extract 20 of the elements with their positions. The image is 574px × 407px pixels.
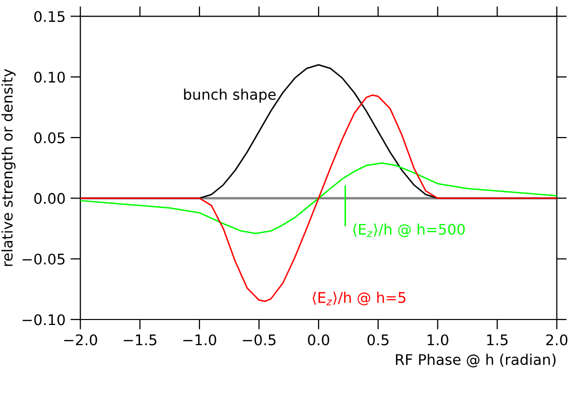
x-tick-label: −0.5 xyxy=(242,334,276,346)
x-tick-label: 1.5 xyxy=(487,334,508,346)
x-axis-title: RF Phase @ h (radian) xyxy=(396,354,556,368)
x-tick-label: 2.0 xyxy=(546,334,568,346)
x-tick-label: 0.5 xyxy=(367,334,388,346)
x-tick-label: −2.0 xyxy=(64,334,98,346)
x-tick-label: 1.0 xyxy=(428,334,448,346)
y-axis-title: relative strength or density xyxy=(1,68,16,266)
y-tick-label: 0.10 xyxy=(34,72,65,83)
text: ⟨E$_{z}$⟩/h @ h=5 xyxy=(312,292,406,306)
y-tick-label: 0.15 xyxy=(34,10,65,22)
x-tick-label: −1.5 xyxy=(124,334,156,346)
y-tick-label: −0.10 xyxy=(22,314,65,326)
series-label: bunch shape xyxy=(184,88,276,103)
y-tick-label: 0.00 xyxy=(34,192,65,204)
text: ⟨E$_{z}$⟩/h @ h=500 xyxy=(353,224,465,238)
y-tick-label: 0.05 xyxy=(34,132,65,144)
x-tick-label: 0.0 xyxy=(308,334,330,346)
x-tick-label: −1.0 xyxy=(183,334,216,346)
y-tick-label: −0.05 xyxy=(22,254,64,265)
